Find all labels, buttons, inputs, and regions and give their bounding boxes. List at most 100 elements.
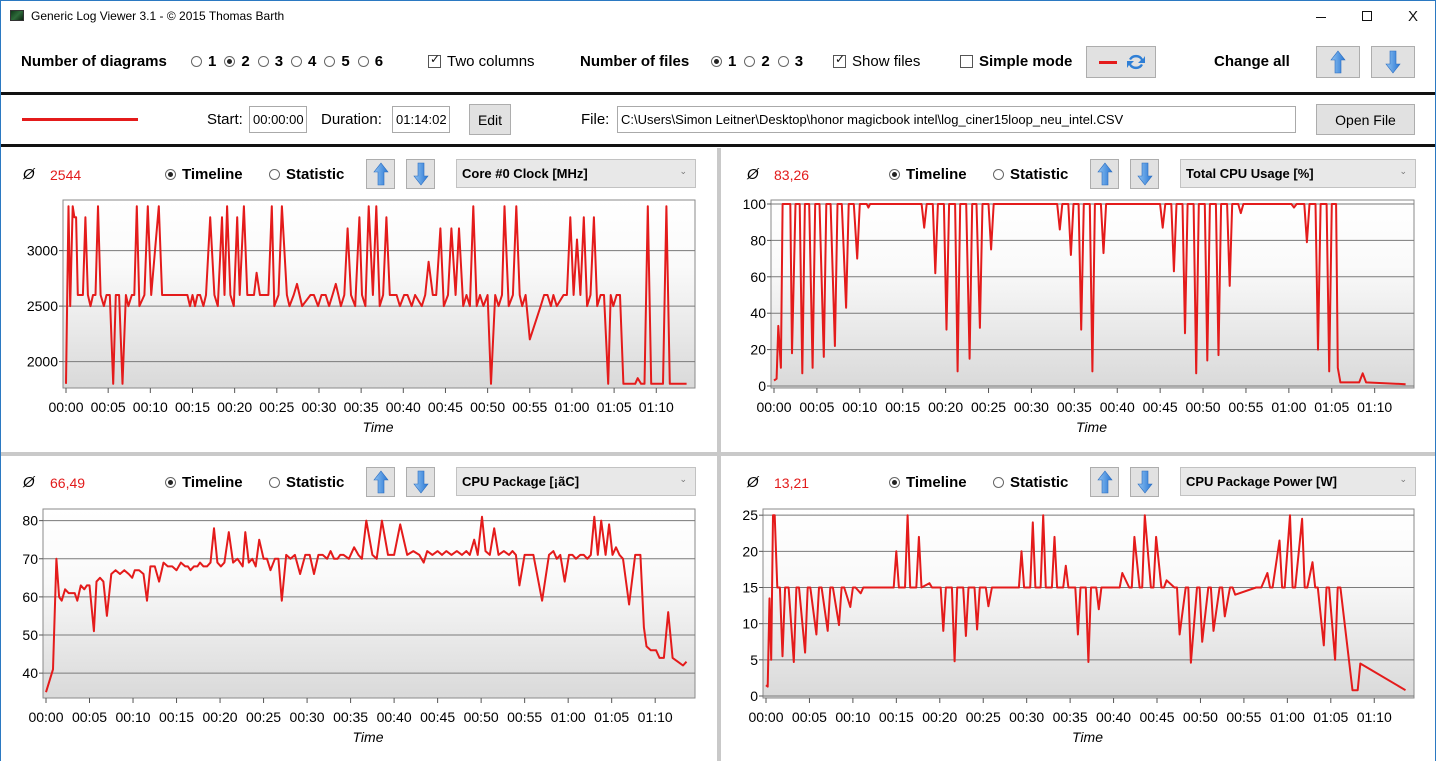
data-point (84, 589, 85, 590)
x-tick-label: 00:50 (1183, 709, 1218, 725)
data-point (483, 306, 484, 307)
data-point (853, 203, 854, 204)
move-up-button[interactable] (1090, 159, 1119, 189)
x-tick-label: 00:25 (259, 399, 294, 415)
x-tick-label: 00:35 (1053, 709, 1088, 725)
files-radio-3[interactable]: 3 (777, 53, 803, 70)
move-down-button[interactable] (1130, 467, 1159, 497)
y-tick-label: 80 (22, 513, 38, 529)
diagrams-radio-1[interactable]: 1 (191, 53, 216, 70)
maximize-button[interactable] (1344, 1, 1390, 31)
data-point (455, 294, 456, 295)
data-point (1051, 587, 1052, 588)
data-point (1103, 253, 1104, 254)
sensor-dropdown-value: CPU Package [¡ãC] (462, 474, 580, 489)
timeline-radio[interactable]: Timeline (165, 166, 243, 183)
average-symbol: Ø (23, 474, 35, 491)
change-all-up-button[interactable] (1316, 46, 1360, 78)
data-point (340, 306, 341, 307)
files-radio-1[interactable]: 1 (711, 53, 736, 70)
files-radio-2[interactable]: 2 (744, 53, 770, 70)
data-point (427, 551, 428, 552)
timeline-radio[interactable]: Timeline (165, 474, 243, 491)
data-point (365, 306, 366, 307)
data-point (206, 566, 207, 567)
data-point (910, 587, 911, 588)
start-input[interactable]: 00:00:00 (249, 106, 307, 133)
simple-mode-checkbox[interactable]: Simple mode (960, 53, 1072, 70)
x-tick-label: 00:45 (1139, 709, 1174, 725)
y-tick-label: 20 (742, 543, 758, 559)
data-point (857, 258, 858, 259)
move-down-button[interactable] (406, 159, 435, 189)
move-up-button[interactable] (366, 159, 395, 189)
data-point (423, 562, 424, 563)
data-point (1323, 645, 1324, 646)
diagrams-radio-5[interactable]: 5 (324, 53, 350, 70)
y-tick-label: 0 (758, 378, 766, 394)
data-point (1326, 587, 1327, 588)
x-tick-label: 00:10 (116, 709, 151, 725)
sensor-dropdown[interactable]: Total CPU Usage [%] ⌄ (1180, 159, 1416, 188)
data-point (80, 294, 81, 295)
y-tick-label: 10 (742, 616, 758, 632)
sensor-dropdown-value: Core #0 Clock [MHz] (462, 166, 588, 181)
arrow-down-icon (412, 470, 429, 494)
data-point (570, 217, 571, 218)
duration-input[interactable]: 01:14:02 (392, 106, 450, 133)
sensor-dropdown-value: CPU Package Power [W] (1186, 474, 1337, 489)
diagrams-radio-4[interactable]: 4 (291, 53, 316, 70)
sensor-dropdown[interactable]: CPU Package [¡ãC] ⌄ (456, 467, 696, 496)
data-point (1340, 382, 1341, 383)
statistic-radio[interactable]: Statistic (993, 166, 1068, 183)
change-all-down-button[interactable] (1371, 46, 1415, 78)
move-down-button[interactable] (1130, 159, 1159, 189)
two-columns-checkbox[interactable]: Two columns (428, 52, 535, 70)
sensor-dropdown[interactable]: CPU Package Power [W] ⌄ (1180, 467, 1416, 496)
sensor-dropdown[interactable]: Core #0 Clock [MHz] ⌄ (456, 159, 696, 188)
data-point (348, 558, 349, 559)
data-point (1161, 587, 1162, 588)
data-point (943, 630, 944, 631)
average-value: 83,26 (774, 167, 810, 183)
timeline-radio[interactable]: Timeline (889, 166, 967, 183)
move-up-button[interactable] (366, 467, 395, 497)
y-tick-label: 100 (743, 196, 767, 212)
x-tick-label: 01:00 (1270, 709, 1305, 725)
diagrams-radio-3[interactable]: 3 (257, 53, 283, 70)
data-point (437, 551, 438, 552)
data-point (673, 383, 674, 384)
timeline-radio[interactable]: Timeline (889, 474, 967, 491)
y-tick-label: 60 (22, 589, 38, 605)
data-point (441, 554, 442, 555)
close-button[interactable]: X (1390, 1, 1436, 31)
statistic-radio[interactable]: Statistic (269, 474, 344, 491)
data-point (640, 554, 641, 555)
data-point (1030, 587, 1031, 588)
chevron-down-icon: ⌄ (679, 166, 687, 176)
diagrams-radio-6[interactable]: 6 (357, 53, 383, 70)
data-point (383, 294, 384, 295)
data-point (848, 203, 849, 204)
data-point (966, 203, 967, 204)
open-file-button[interactable]: Open File (1316, 104, 1415, 135)
diagrams-radio-2[interactable]: 2 (224, 53, 250, 70)
data-point (629, 604, 630, 605)
data-point (1176, 203, 1177, 204)
statistic-radio[interactable]: Statistic (269, 166, 344, 183)
move-down-button[interactable] (406, 467, 435, 497)
data-point (389, 294, 390, 295)
x-tick-label: 00:50 (470, 399, 505, 415)
data-point (1166, 580, 1167, 581)
edit-button[interactable]: Edit (469, 104, 511, 135)
data-point (313, 573, 314, 574)
data-point (1070, 254, 1071, 255)
minimize-button[interactable] (1298, 1, 1344, 31)
move-up-button[interactable] (1090, 467, 1119, 497)
file-path-input[interactable]: C:\Users\Simon Leitner\Desktop\honor mag… (617, 106, 1296, 133)
swap-color-button[interactable] (1086, 46, 1156, 78)
statistic-radio[interactable]: Statistic (993, 474, 1068, 491)
x-tick-label: 00:35 (333, 709, 368, 725)
data-point (162, 294, 163, 295)
show-files-checkbox[interactable]: Show files (833, 52, 920, 70)
